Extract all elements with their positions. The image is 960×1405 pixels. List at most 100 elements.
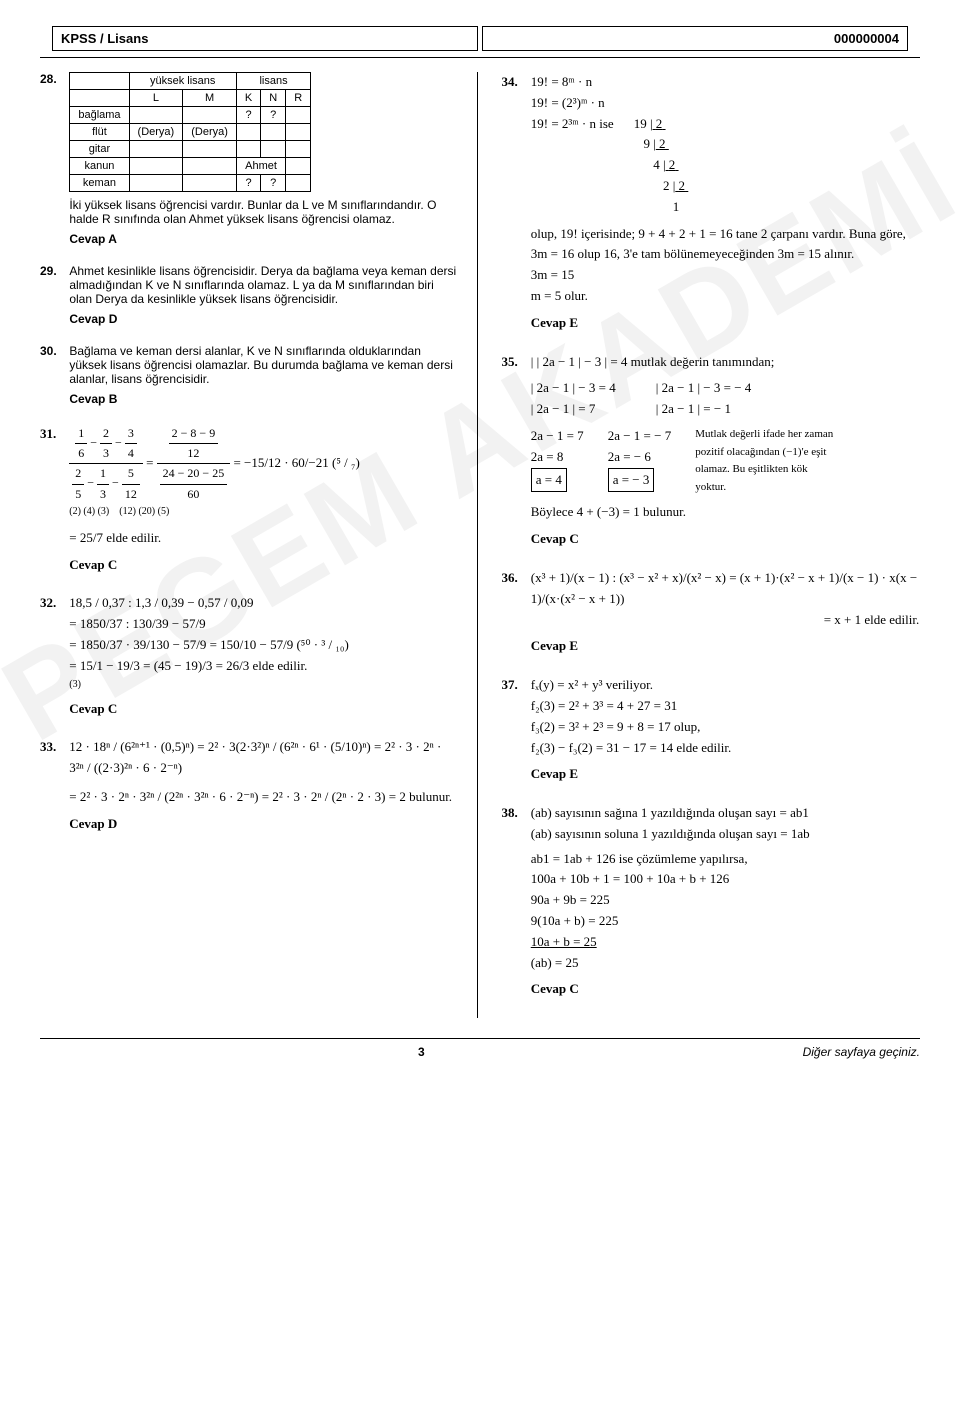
q31-result: = 25/7 elde edilir. [69, 528, 458, 549]
q33-answer: Cevap D [69, 814, 458, 835]
q38-l1: (ab) sayısının sağına 1 yazıldığında olu… [531, 803, 920, 824]
cell [70, 90, 129, 107]
q34-answer: Cevap E [531, 313, 920, 334]
q37: 37. fₓ(y) = x² + y³ veriliyor. f₂(3) = 2… [502, 675, 921, 785]
q34-l3: 19! = 2³ᵐ · n ise [531, 114, 614, 135]
q28: 28. yüksek lisans lisans L M K [40, 72, 459, 246]
q36-answer: Cevap E [531, 636, 920, 657]
q31-simplify: = −15/12 · 60/−21 (⁵ / ₇) [233, 455, 359, 470]
q33-l2: = 2² · 3 · 2ⁿ · 3²ⁿ / (2²ⁿ · 3²ⁿ · 6 · 2… [69, 787, 458, 808]
q35-sub2: 2a − 1 = − 7 2a = − 6 a = − 3 [608, 426, 672, 492]
q37-l1: fₓ(y) = x² + y³ veriliyor. [531, 675, 920, 696]
cell [286, 124, 311, 141]
q28-text: İki yüksek lisans öğrencisi vardır. Bunl… [69, 198, 458, 226]
cell [129, 175, 183, 192]
cell [129, 158, 183, 175]
q32-l3: = 1850/37 · 39/130 − 57/9 = 150/10 − 57/… [69, 635, 458, 656]
q28-table: yüksek lisans lisans L M K N R bağlama?? [69, 72, 311, 192]
cell [183, 107, 237, 124]
header-left: KPSS / Lisans [52, 26, 478, 51]
cell [286, 107, 311, 124]
q38-l2: (ab) sayısının soluna 1 yazıldığında olu… [531, 824, 920, 845]
cell [183, 158, 237, 175]
q38-l7: 10a + b = 25 [531, 932, 920, 953]
page: PEGEM AKADEMİ KPSS / Lisans 000000004 28… [0, 0, 960, 1099]
q38-l4: 100a + 10b + 1 = 100 + 10a + b + 126 [531, 869, 920, 890]
footer: 3 Diğer sayfaya geçiniz. [40, 1038, 920, 1059]
q28-number: 28. [40, 72, 66, 86]
q29-answer: Cevap D [69, 312, 458, 326]
q37-answer: Cevap E [531, 764, 920, 785]
left-column: 28. yüksek lisans lisans L M K [40, 72, 478, 1018]
q31: 31. 16 − 23 − 34 25 − 13 − 512 = [40, 424, 459, 575]
cell: L [129, 90, 183, 107]
cell: yüksek lisans [129, 73, 236, 90]
q30-text: Bağlama ve keman dersi alanlar, K ve N s… [69, 344, 458, 386]
q38-l8: (ab) = 25 [531, 953, 920, 974]
cell: M [183, 90, 237, 107]
q33-l1: 12 · 18ⁿ / (6²ⁿ⁺¹ · (0,5)ⁿ) = 2² · 3(2·3… [69, 737, 458, 779]
q32-number: 32. [40, 593, 66, 614]
q29-text: Ahmet kesinlikle lisans öğrencisidir. De… [69, 264, 458, 306]
q38: 38. (ab) sayısının sağına 1 yazıldığında… [502, 803, 921, 1000]
footer-page: 3 [418, 1045, 425, 1059]
q34: 34. 19! = 8ᵐ · n 19! = (2³)ᵐ · n 19! = 2… [502, 72, 921, 334]
q32-l1: 18,5 / 0,37 : 1,3 / 0,39 − 0,57 / 0,09 [69, 593, 458, 614]
cell: ? [236, 107, 260, 124]
cell: K [236, 90, 260, 107]
q31-lcm: (2) (4) (3) (12) (20) (5) [69, 504, 458, 520]
q38-l5: 90a + 9b = 225 [531, 890, 920, 911]
cell: N [261, 90, 286, 107]
q36: 36. (x³ + 1)/(x − 1) : (x³ − x² + x)/(x²… [502, 568, 921, 657]
cell [236, 141, 260, 158]
q37-l3: f₃(2) = 3² + 2³ = 9 + 8 = 17 olup, [531, 717, 920, 738]
q35-note: Mutlak değerli ifade her zaman pozitif o… [695, 426, 835, 496]
q37-l4: f₂(3) − f₃(2) = 31 − 17 = 14 elde edilir… [531, 738, 920, 759]
header: KPSS / Lisans 000000004 [40, 20, 920, 58]
q31-work: 16 − 23 − 34 25 − 13 − 512 = 2 − 8 − 912 [69, 424, 458, 504]
cell: keman [70, 175, 129, 192]
q34-t3: m = 5 olur. [531, 286, 920, 307]
cell: R [286, 90, 311, 107]
cell [286, 175, 311, 192]
q34-number: 34. [502, 72, 528, 93]
cell [70, 73, 129, 90]
q28-answer: Cevap A [69, 232, 458, 246]
q29: 29. Ahmet kesinlikle lisans öğrencisidir… [40, 264, 459, 326]
q34-t2: 3m = 15 [531, 265, 920, 286]
q29-number: 29. [40, 264, 66, 278]
q33-number: 33. [40, 737, 66, 758]
cell: lisans [236, 73, 310, 90]
cell: flüt [70, 124, 129, 141]
footer-next: Diğer sayfaya geçiniz. [803, 1045, 920, 1059]
q38-number: 38. [502, 803, 528, 824]
cell: kanun [70, 158, 129, 175]
q32: 32. 18,5 / 0,37 : 1,3 / 0,39 − 0,57 / 0,… [40, 593, 459, 719]
cell [286, 141, 311, 158]
q35: 35. | | 2a − 1 | − 3 | = 4 mutlak değeri… [502, 352, 921, 550]
columns: 28. yüksek lisans lisans L M K [40, 72, 920, 1018]
q31-answer: Cevap C [69, 555, 458, 576]
cell: ? [236, 175, 260, 192]
q32-answer: Cevap C [69, 699, 458, 720]
q38-l3: ab1 = 1ab + 126 ise çözümleme yapılırsa, [531, 849, 920, 870]
cell: ? [261, 107, 286, 124]
q36-number: 36. [502, 568, 528, 589]
q30-number: 30. [40, 344, 66, 358]
q37-l2: f₂(3) = 2² + 3³ = 4 + 27 = 31 [531, 696, 920, 717]
q34-l1: 19! = 8ᵐ · n [531, 72, 920, 93]
cell [261, 141, 286, 158]
q38-l6: 9(10a + b) = 225 [531, 911, 920, 932]
q35-number: 35. [502, 352, 528, 373]
cell [183, 175, 237, 192]
cell: gitar [70, 141, 129, 158]
cell [261, 124, 286, 141]
q34-t1: olup, 19! içerisinde; 9 + 4 + 2 + 1 = 16… [531, 224, 920, 266]
q35-answer: Cevap C [531, 529, 920, 550]
q32-note: (3) [69, 677, 458, 693]
cell [183, 141, 237, 158]
cell: Ahmet [236, 158, 285, 175]
right-column: 34. 19! = 8ᵐ · n 19! = (2³)ᵐ · n 19! = 2… [502, 72, 921, 1018]
q35-colB: | 2a − 1 | − 3 = − 4 | 2a − 1 | = − 1 [656, 378, 752, 420]
cell: ? [261, 175, 286, 192]
